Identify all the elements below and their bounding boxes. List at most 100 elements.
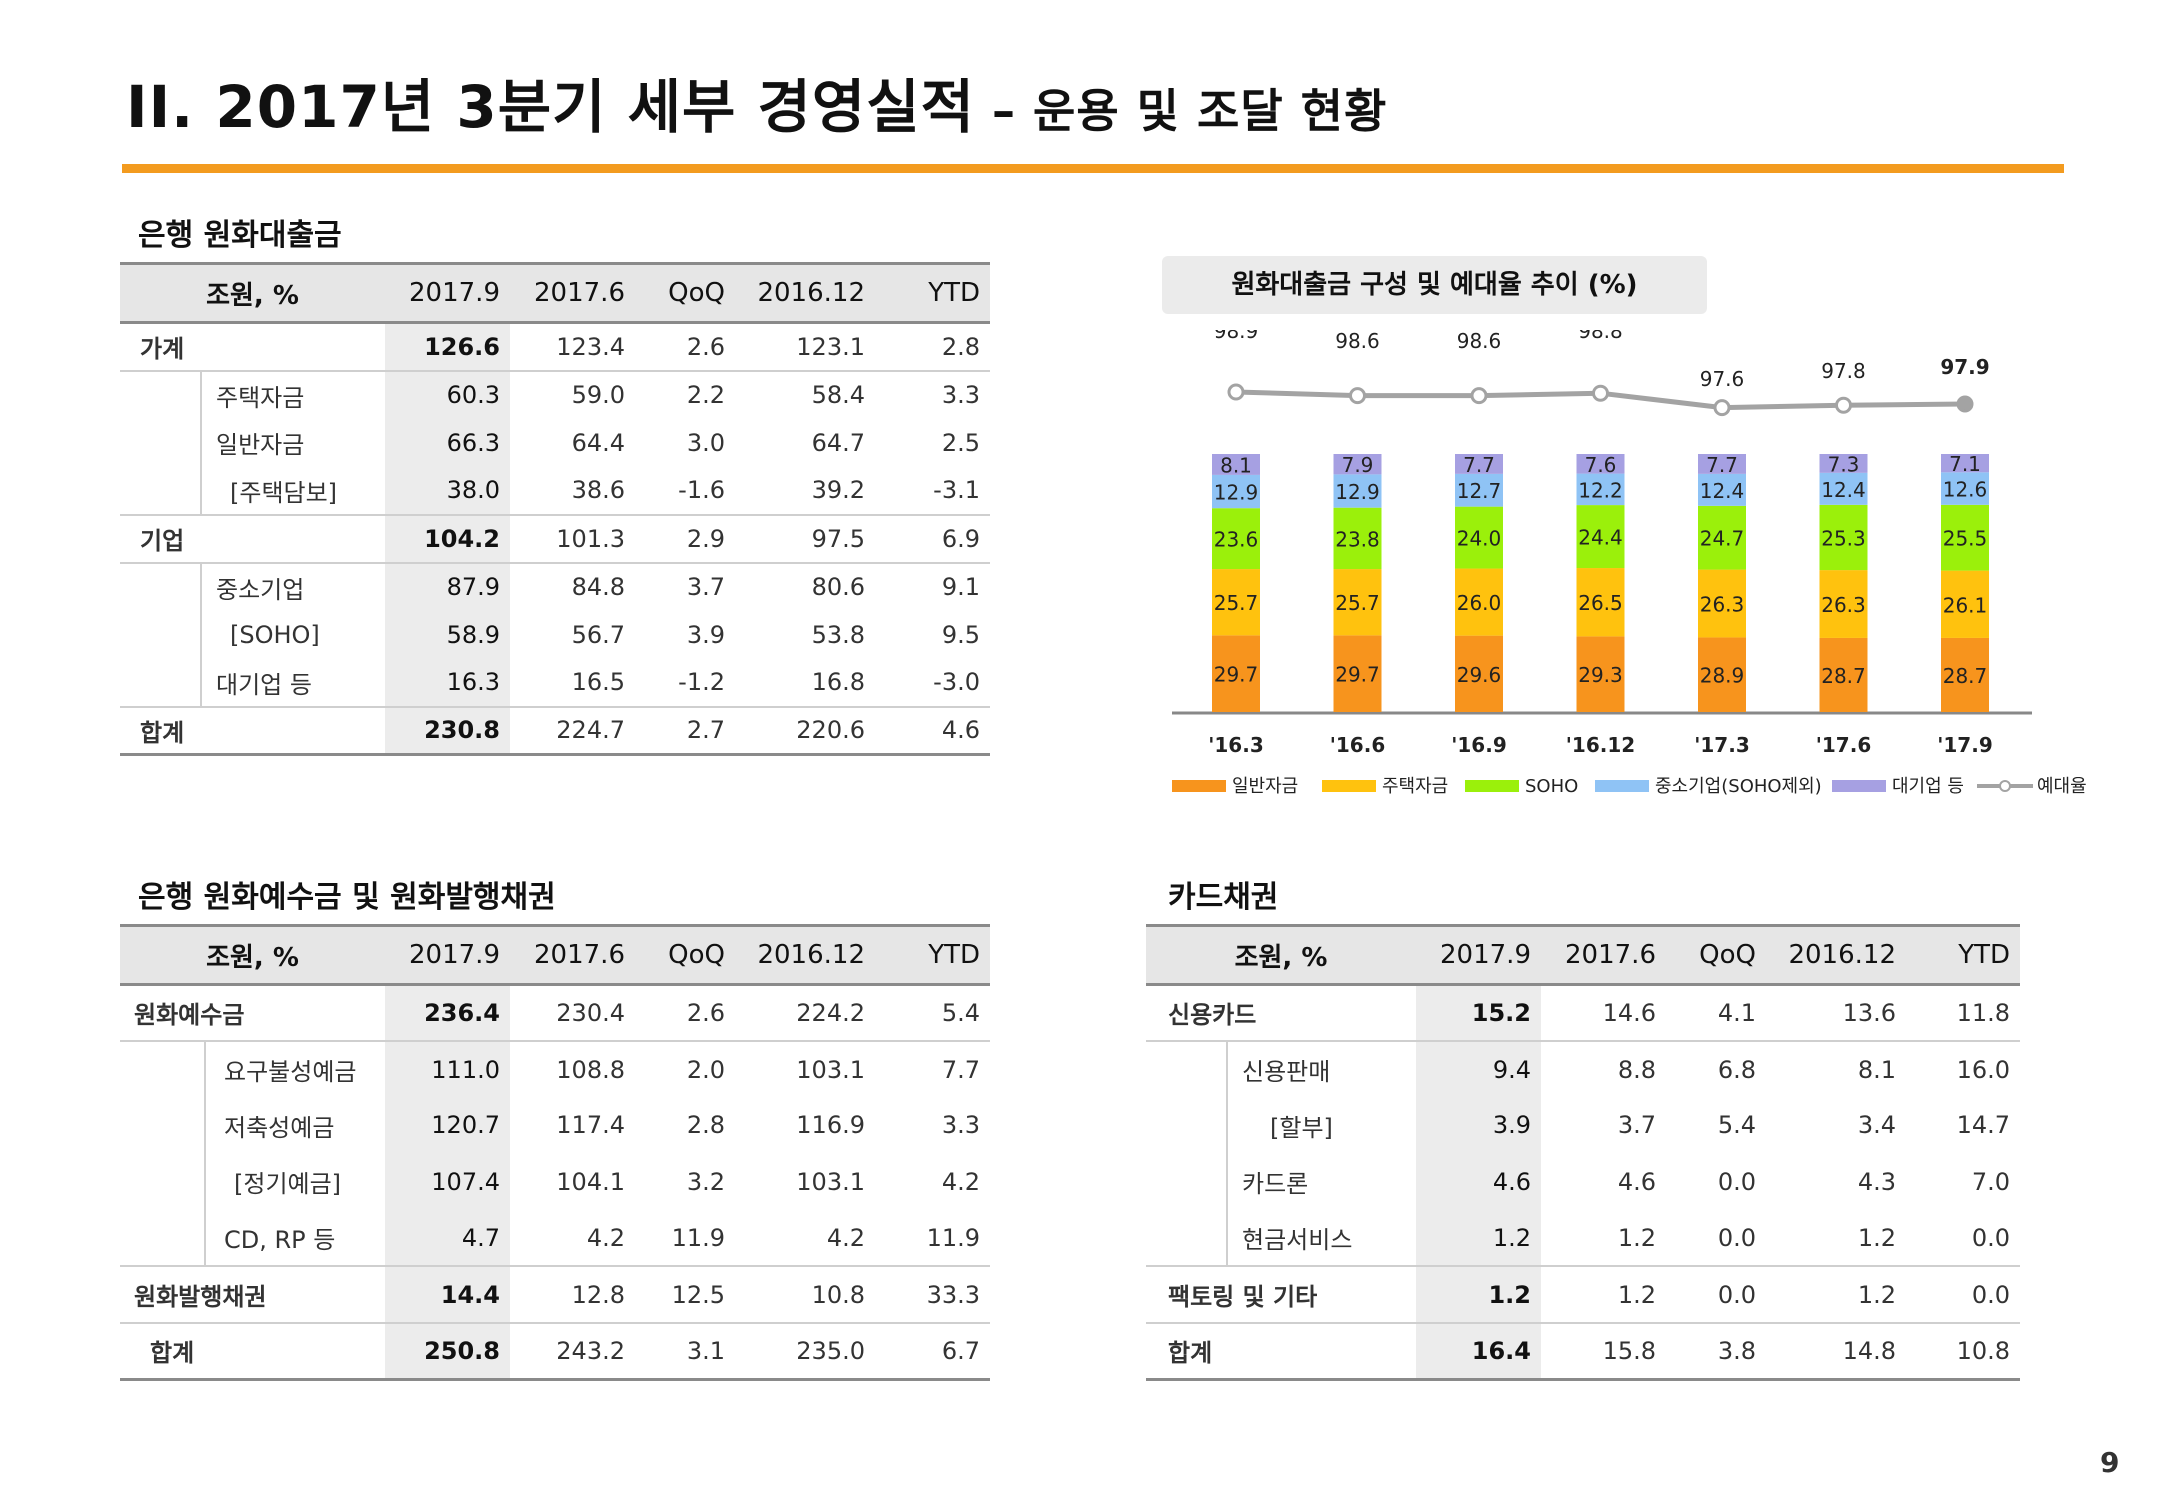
- table-header-row: 조원, % 2017.9 2017.6 QoQ 2016.12 YTD: [120, 262, 990, 324]
- cell-value: 15.8: [1541, 1321, 1666, 1381]
- row-label: 원화예수금: [134, 1001, 245, 1030]
- x-tick-label: '16.6: [1330, 733, 1385, 757]
- cell-value: 14.8: [1766, 1321, 1906, 1381]
- cell-value: 104.2: [385, 513, 510, 563]
- column-header: QoQ: [635, 924, 735, 986]
- data-label: 23.8: [1335, 527, 1380, 551]
- bar-segment: [1576, 505, 1625, 569]
- row-label: [할부]: [1146, 1097, 1416, 1154]
- cell-value: 4.1: [1717, 998, 1756, 1027]
- cell-value: 3.3: [875, 369, 990, 419]
- data-label: 7.1: [1949, 452, 1981, 476]
- table-row: 원화예수금 236.4 230.4 2.6 224.2 5.4: [120, 984, 990, 1041]
- cell-value: 38.0: [385, 466, 510, 515]
- row-label: 가계: [140, 335, 185, 364]
- cell-value: 104.1: [556, 1167, 625, 1196]
- cell-value: 2.2: [635, 369, 735, 419]
- row-label: [SOHO]: [120, 610, 385, 659]
- cell-value: 87.9: [385, 561, 510, 611]
- cell-value: 4.2: [826, 1223, 865, 1252]
- cell-value: 243.2: [510, 1321, 635, 1381]
- cell-value: 11.9: [671, 1223, 725, 1252]
- column-header: YTD: [875, 924, 990, 986]
- cell-value: 230.4: [556, 998, 625, 1027]
- data-label: 26.3: [1821, 593, 1866, 617]
- cell-value: 2.8: [686, 1111, 725, 1140]
- cell-value: 1.2: [1617, 1223, 1656, 1252]
- column-header: YTD: [1906, 924, 2020, 986]
- bar-segment: [1819, 637, 1868, 712]
- cell-value: -1.2: [678, 668, 725, 696]
- data-label: 12.2: [1578, 478, 1623, 502]
- data-label: 25.3: [1821, 526, 1866, 550]
- data-label: 7.6: [1585, 453, 1617, 477]
- cell-value: 2.5: [941, 428, 980, 457]
- cell-value: 4.6: [1617, 1167, 1656, 1196]
- legend-line-marker: [1999, 780, 2011, 792]
- data-label: 29.6: [1457, 663, 1502, 687]
- chart-title: 원화대출금 구성 및 예대율 추이 (%): [1231, 270, 1638, 300]
- title-main: II. 2017년 3분기 세부 경영실적: [126, 73, 975, 141]
- data-label: 7.3: [1828, 452, 1860, 476]
- cell-value: -1.6: [678, 476, 725, 504]
- bar-segment: [1941, 504, 1989, 571]
- x-tick-label: '17.3: [1694, 733, 1749, 757]
- cell-value: 3.0: [686, 428, 725, 457]
- cell-value: 1.2: [1416, 1210, 1541, 1267]
- cell-value: 15.2: [1416, 984, 1541, 1041]
- cell-value: 250.8: [385, 1321, 510, 1381]
- cell-value: 64.7: [811, 428, 865, 457]
- cell-value: 123.1: [796, 332, 865, 361]
- line-data-label: 98.8: [1578, 330, 1623, 343]
- row-label: 일반자금: [120, 418, 385, 467]
- row-label: [주택담보]: [120, 466, 385, 515]
- legend-label: 예대율: [2037, 776, 2087, 797]
- cell-value: 56.7: [571, 620, 625, 649]
- table-row: 신용카드 15.2 14.6 4.1 13.6 11.8: [1146, 984, 2020, 1041]
- cell-value: 12.5: [635, 1265, 735, 1323]
- data-label: 26.5: [1578, 591, 1623, 615]
- table-row: 대기업 등 16.3 16.5 -1.2 16.8 -3.0: [120, 658, 990, 707]
- cell-value: 4.6: [875, 705, 990, 756]
- data-label: 7.7: [1463, 453, 1495, 477]
- header-unit: 조원, %: [1146, 924, 1416, 986]
- chart-title-box: [1162, 256, 1707, 314]
- cell-value: 123.4: [556, 332, 625, 361]
- data-label: 12.6: [1943, 478, 1988, 502]
- row-label: 합계: [120, 1321, 385, 1381]
- cell-value: 2.0: [635, 1039, 735, 1098]
- cell-value: 80.6: [735, 561, 875, 611]
- data-label: 24.0: [1457, 527, 1502, 551]
- data-label: 29.3: [1578, 663, 1623, 687]
- x-tick-label: '16.9: [1451, 733, 1506, 757]
- cell-value: 16.5: [571, 668, 625, 696]
- cell-value: 103.1: [796, 1167, 865, 1196]
- column-header: 2017.6: [1541, 924, 1666, 986]
- table-row: 기업 104.2 101.3 2.9 97.5 6.9: [120, 513, 990, 563]
- line-data-label: 97.8: [1821, 359, 1866, 383]
- cell-value: 1.2: [1416, 1265, 1541, 1323]
- line-data-label: 98.9: [1214, 330, 1259, 343]
- cell-value: 64.4: [571, 428, 625, 457]
- table-row: [SOHO] 58.9 56.7 3.9 53.8 9.5: [120, 610, 990, 659]
- cell-value: 16.8: [811, 668, 865, 696]
- column-header: 2016.12: [735, 924, 875, 986]
- cards-section-title: 카드채권: [1168, 880, 1279, 915]
- cell-value: 120.7: [385, 1097, 510, 1154]
- cell-value: 0.0: [1717, 1167, 1756, 1196]
- page-number: 9: [2100, 1446, 2120, 1479]
- bar-segment: [1212, 635, 1260, 712]
- cell-value: 117.4: [556, 1111, 625, 1140]
- legend-label: SOHO: [1525, 776, 1578, 797]
- bar-segment: [1941, 472, 1989, 505]
- data-label: 12.7: [1457, 479, 1502, 503]
- cell-value: 0.0: [1666, 1265, 1766, 1323]
- data-label: 7.7: [1706, 453, 1738, 477]
- cell-value: 14.6: [1602, 998, 1656, 1027]
- row-label: 합계: [1146, 1321, 1416, 1381]
- cell-value: 3.9: [1416, 1097, 1541, 1154]
- cell-value: 4.7: [385, 1210, 510, 1267]
- cell-value: 14.4: [385, 1265, 510, 1323]
- bar-segment: [1333, 569, 1382, 636]
- cell-value: 103.1: [735, 1039, 875, 1098]
